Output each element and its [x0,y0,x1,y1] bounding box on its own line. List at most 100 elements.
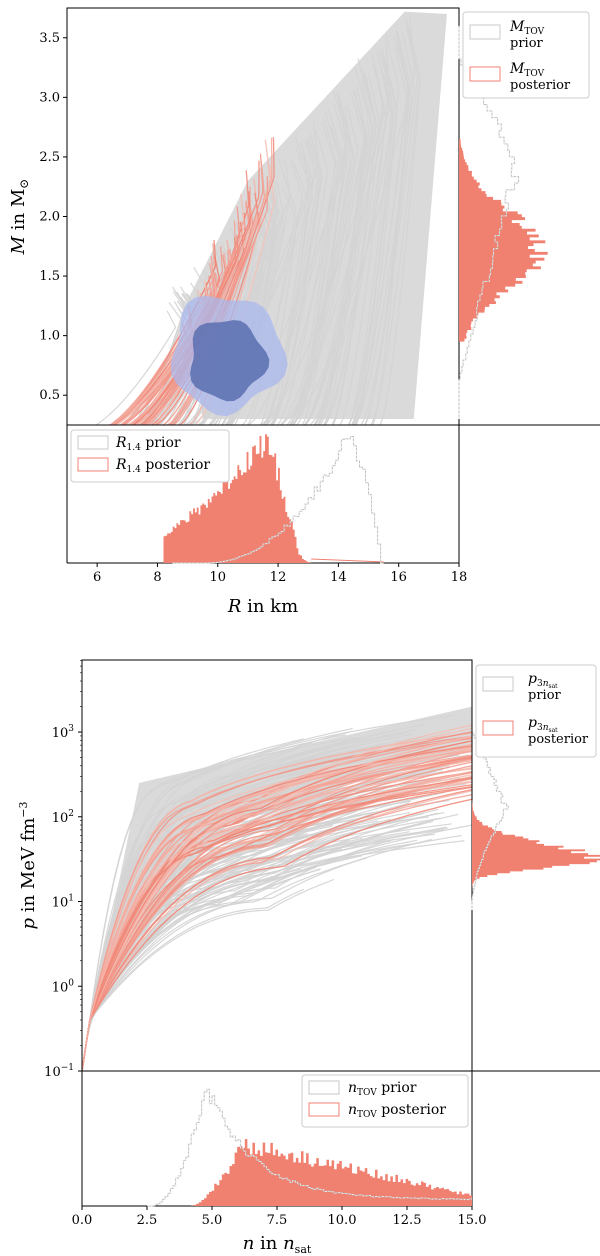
p3nsat-posterior-hist [472,799,600,910]
m-tov-prior-hist-inner [458,25,519,420]
contour-inner [190,320,270,402]
mr-y-tick-label: 3.5 [39,31,60,46]
posterior-pn-curve [82,768,472,1071]
legend-label: R1.4 prior [115,435,181,453]
posterior-pn-curve [82,737,472,1071]
r-x-tick-label: 14 [330,570,347,585]
pn-y-axis-label: p in MeV fm−3 [17,801,39,929]
r14-legend-box [70,429,230,483]
posterior-pn-curve [82,732,472,1071]
n-x-tick-label: 15.0 [458,1213,487,1228]
posterior-pn-curve [82,765,472,1071]
r-x-axis-label: R in km [227,596,298,617]
prior-pn-curve [82,824,472,1071]
legend-swatch [77,435,109,450]
n-x-tick-label: 5.0 [202,1213,223,1228]
r-x-tick-label: 10 [209,570,226,585]
legend-label: R1.4 posterior [115,457,210,475]
pn-y-tick-label: 102 [52,809,74,826]
r-x-tick-label: 16 [390,570,407,585]
pn-y-tick-label: 101 [52,894,74,911]
prior-pn-curve [82,878,335,1071]
posterior-pn-curve [82,735,472,1071]
prior-pn-curve [82,834,462,1071]
legend-swatch [469,66,501,82]
r-x-tick-label: 12 [270,570,287,585]
legend-swatch [469,24,501,40]
posterior-pn-curve [82,724,472,1071]
posterior-pn-curve [82,771,472,1071]
posterior-pn-curve [82,798,472,1071]
pn-y-tick-label: 10−1 [44,1063,74,1080]
legend-swatch [482,676,514,692]
legend-swatch [308,1102,340,1117]
posterior-pn-curve [82,780,472,1071]
prior-pn-curve [82,810,357,1071]
prior-pn-curve [82,838,432,1071]
m-tov-posterior-hist [459,139,548,342]
r-x-tick-label: 8 [153,570,161,585]
p3nsat-prior-hist [471,732,509,910]
n-x-tick-label: 10.0 [328,1213,357,1228]
prior-mr-curve [81,310,177,425]
mr-y-tick-label: 1.5 [39,269,60,284]
mr-y-tick-label: 2.0 [39,210,60,225]
posterior-pn-curve [82,747,472,1071]
posterior-pn-curve [82,749,472,1071]
legend-label: nTOV prior [348,1080,417,1098]
legend-symbol: p3nsat [528,671,558,690]
posterior-pn-curve [82,777,472,1071]
posterior-pn-curve [82,790,472,1071]
r14-legend: R1.4 prior R1.4 posterior [70,429,230,483]
posterior-pn-curve [82,774,472,1071]
prior-pn-envelope [97,706,472,987]
mass-radius-panel: 0.5 1.0 1.5 2.0 2.5 3.0 3.5 M in M⊙ [8,7,460,426]
n-x-tick-label: 0.0 [72,1213,93,1228]
mr-y-tick-label: 3.0 [39,90,60,105]
mr-y-tick-label: 2.5 [39,150,60,165]
n-x-tick-label: 2.5 [137,1213,158,1228]
legend-symbol: MTOV [509,19,545,37]
legend-label: posterior [510,78,571,93]
posterior-pn-curve [82,786,472,1071]
mr-y-axis-label: M in M⊙ [8,179,31,256]
ntov-legend: nTOV prior nTOV posterior [301,1074,469,1128]
ntov-prior-hist-inner [147,1088,472,1207]
legend-symbol: p3nsat [528,715,558,734]
posterior-pn-curve [82,788,472,1071]
ntov-legend-box [301,1074,469,1128]
m-tov-legend-box [462,11,590,99]
posterior-pn-curve [82,758,472,1071]
pressure-density-panel: 10−1 100 101 102 103 p in MeV fm−3 [17,659,473,1080]
legend-swatch [308,1080,340,1095]
mr-curves [81,11,447,425]
mr-y-tick-label: 1.0 [39,329,60,344]
prior-pn-curve [82,813,459,1071]
legend-swatch [482,720,514,736]
p3nsat-legend-box [475,664,597,758]
legend-label: prior [528,688,562,703]
mr-y-tick-label: 0.5 [39,388,60,403]
n-x-axis-label: n in nsat [243,1233,312,1256]
posterior-pn-curve [82,746,472,1071]
r14-posterior-hist [163,434,312,563]
n-x-tick-label: 7.5 [267,1213,288,1228]
prior-pn-curve [82,808,439,1071]
pn-curves [82,706,472,1071]
legend-swatch [77,457,109,472]
pn-y-tick-label: 103 [52,724,75,741]
r14-posterior-tail [311,558,384,563]
posterior-pn-curve [82,740,472,1071]
r14-histogram-panel: 6 8 10 12 14 16 18 R in km R1.4 prior R1.4 poster… [66,425,467,617]
r14-prior-hist-inner [172,436,384,564]
r-x-tick-label: 6 [93,570,101,585]
legend-symbol: MTOV [509,61,545,79]
posterior-pn-curve [82,749,472,1071]
posterior-pn-curve [82,778,472,1071]
n-tov-histogram-panel: 0.0 2.5 5.0 7.5 10.0 12.5 15.0 n in nsat nTOV pr… [72,1071,487,1256]
